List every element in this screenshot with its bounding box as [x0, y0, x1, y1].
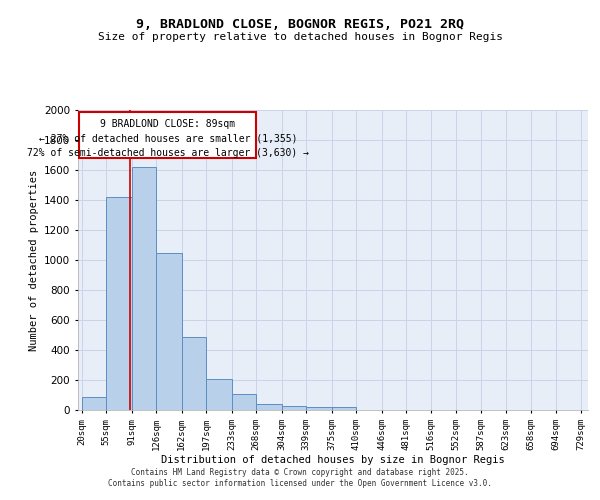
Text: 9 BRADLOND CLOSE: 89sqm: 9 BRADLOND CLOSE: 89sqm — [100, 119, 235, 129]
Bar — [106, 197, 131, 410]
Bar — [306, 407, 332, 410]
Bar — [281, 406, 306, 410]
Bar — [182, 336, 206, 410]
Text: ← 27% of detached houses are smaller (1,355): ← 27% of detached houses are smaller (1,… — [38, 134, 297, 143]
Bar — [232, 394, 256, 410]
FancyBboxPatch shape — [79, 112, 256, 158]
Text: 72% of semi-detached houses are larger (3,630) →: 72% of semi-detached houses are larger (… — [27, 148, 309, 158]
Text: Contains HM Land Registry data © Crown copyright and database right 2025.
Contai: Contains HM Land Registry data © Crown c… — [108, 468, 492, 487]
Text: Size of property relative to detached houses in Bognor Regis: Size of property relative to detached ho… — [97, 32, 503, 42]
Bar — [131, 167, 156, 410]
Bar — [206, 379, 232, 410]
X-axis label: Distribution of detached houses by size in Bognor Regis: Distribution of detached houses by size … — [161, 456, 505, 466]
Bar — [332, 407, 356, 410]
Y-axis label: Number of detached properties: Number of detached properties — [29, 170, 38, 350]
Bar — [156, 252, 182, 410]
Bar — [82, 397, 106, 410]
Bar — [256, 404, 281, 410]
Text: 9, BRADLOND CLOSE, BOGNOR REGIS, PO21 2RQ: 9, BRADLOND CLOSE, BOGNOR REGIS, PO21 2R… — [136, 18, 464, 30]
